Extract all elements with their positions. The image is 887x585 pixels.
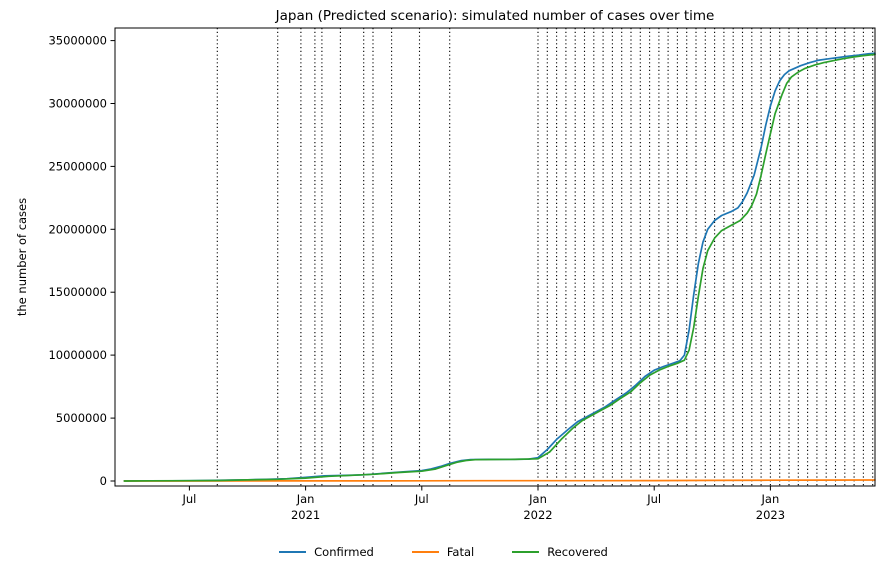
phase-separator-lines (216, 28, 874, 486)
legend-item-recovered: Recovered (512, 545, 608, 559)
recovered-line-swatch-icon (512, 551, 540, 553)
svg-text:15000000: 15000000 (48, 285, 107, 299)
series-confirmed (123, 52, 876, 482)
svg-text:25000000: 25000000 (48, 159, 107, 173)
svg-text:30000000: 30000000 (48, 97, 107, 111)
legend-item-confirmed: Confirmed (279, 545, 374, 559)
svg-text:Jul: Jul (414, 492, 429, 506)
svg-text:Jan: Jan (761, 492, 780, 506)
svg-text:2021: 2021 (291, 508, 320, 522)
legend-label-confirmed: Confirmed (314, 545, 374, 559)
x-axis-ticks: Jul Jan 2021 Jul Jan 2022 Jul Jan 2023 (181, 486, 785, 522)
confirmed-line-swatch-icon (279, 551, 307, 553)
axes-frame (114, 27, 876, 487)
chart-title: Japan (Predicted scenario): simulated nu… (275, 8, 715, 24)
svg-text:Jul: Jul (646, 492, 661, 506)
svg-text:Jul: Jul (181, 492, 196, 506)
svg-text:Jan: Jan (528, 492, 547, 506)
legend-item-fatal: Fatal (411, 545, 475, 559)
series-fatal (123, 479, 876, 482)
svg-text:35000000: 35000000 (48, 34, 107, 48)
svg-text:2022: 2022 (523, 508, 552, 522)
svg-text:0: 0 (100, 474, 107, 488)
series-recovered (123, 53, 876, 482)
svg-text:Jan: Jan (296, 492, 315, 506)
svg-text:2023: 2023 (756, 508, 785, 522)
svg-text:5000000: 5000000 (56, 411, 107, 425)
fatal-line-swatch-icon (411, 551, 439, 553)
y-axis-ticks: 0 5000000 10000000 15000000 20000000 25000000… (48, 34, 115, 488)
svg-text:10000000: 10000000 (48, 348, 107, 362)
svg-text:20000000: 20000000 (48, 222, 107, 236)
legend-label-recovered: Recovered (547, 545, 608, 559)
legend: Confirmed Fatal Recovered (0, 545, 887, 559)
legend-label-fatal: Fatal (446, 545, 475, 559)
